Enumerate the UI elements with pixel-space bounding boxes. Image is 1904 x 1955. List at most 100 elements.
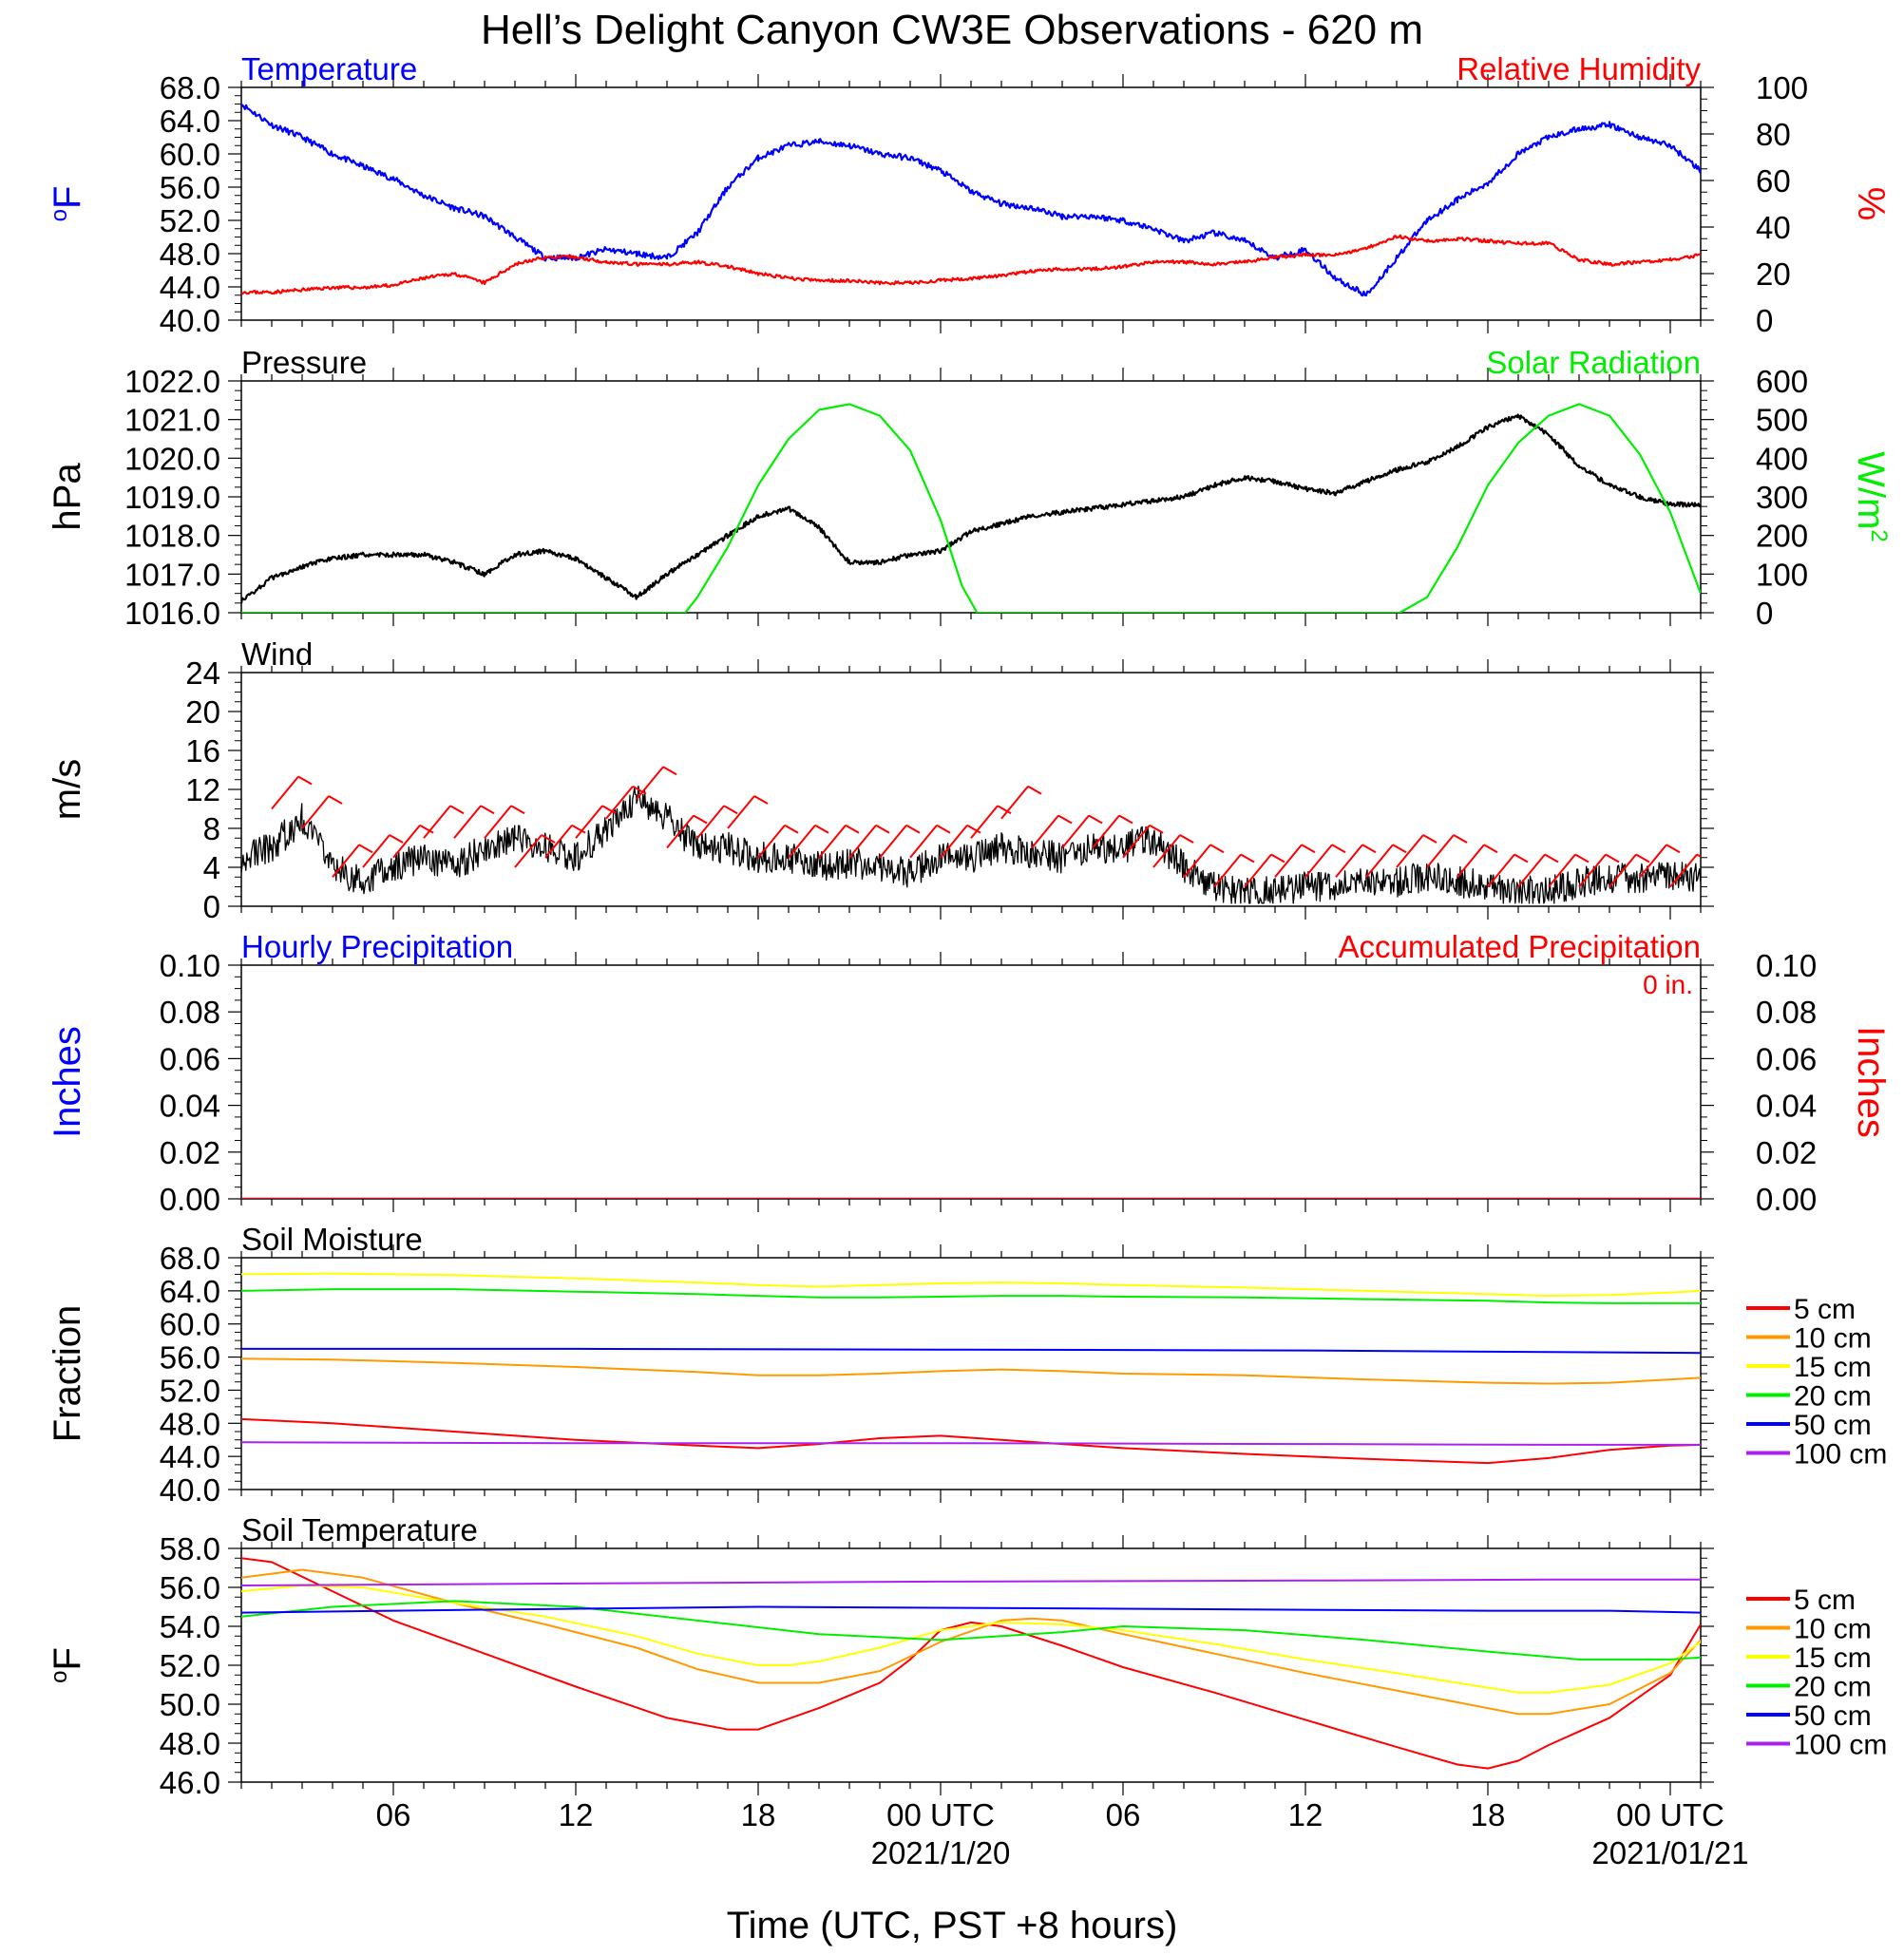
y-tick-label: 20 bbox=[185, 694, 220, 730]
series-group bbox=[241, 766, 1701, 904]
wind-barb-flag bbox=[966, 824, 981, 834]
wind-barb-flag bbox=[297, 775, 313, 786]
x-tick-label: 00 UTC bbox=[886, 1797, 995, 1832]
y-tick-label: 58.0 bbox=[160, 1531, 220, 1566]
series-line-10-cm bbox=[241, 1357, 1701, 1385]
series-line-relative-humidity bbox=[241, 234, 1701, 295]
x-date-label: 2021/01/21 bbox=[1591, 1835, 1748, 1870]
wind-barb-flag bbox=[1483, 844, 1498, 854]
wind-barb bbox=[423, 805, 451, 839]
wind-barb bbox=[1609, 853, 1637, 888]
panel-title-relative-humidity: Relative Humidity bbox=[1457, 51, 1701, 86]
legend-label: 5 cm bbox=[1794, 1294, 1856, 1325]
y-right-tick-label: 500 bbox=[1756, 403, 1808, 438]
y-tick-label: 0.08 bbox=[160, 995, 220, 1030]
y-tick-label: 46.0 bbox=[160, 1765, 220, 1800]
wind-barb-flag bbox=[1301, 844, 1316, 854]
wind-barb bbox=[453, 805, 482, 839]
series-line-100-cm bbox=[241, 1578, 1701, 1586]
wind-barb bbox=[1000, 786, 1029, 820]
series-line-solar-radiation bbox=[241, 403, 1701, 613]
y-tick-label: 60.0 bbox=[160, 137, 220, 172]
wind-barb bbox=[1274, 844, 1303, 878]
wind-barb bbox=[696, 805, 725, 839]
wind-barb-flag bbox=[1544, 853, 1559, 864]
panels: 40.044.048.052.056.060.064.068.002040608… bbox=[47, 51, 1892, 1800]
y-right-tick-label: 400 bbox=[1756, 441, 1808, 476]
wind-barb bbox=[1183, 844, 1211, 878]
wind-barb-flag bbox=[480, 805, 495, 815]
legend-label: 50 cm bbox=[1794, 1410, 1872, 1441]
y-axis-label-left: m/s bbox=[47, 759, 88, 820]
y-right-tick-label: 200 bbox=[1756, 519, 1808, 554]
y-right-tick-label: 0.02 bbox=[1756, 1135, 1817, 1170]
wind-barb-flag bbox=[1574, 853, 1590, 864]
panel-title-solar-radiation: Solar Radiation bbox=[1486, 345, 1701, 380]
wind-barb-flag bbox=[1422, 834, 1438, 844]
series-line-temperature bbox=[241, 104, 1701, 297]
series-line-pressure bbox=[241, 413, 1701, 604]
y-right-tick-label: 0.08 bbox=[1756, 995, 1817, 1030]
legend-label: 50 cm bbox=[1794, 1700, 1872, 1732]
wind-barb-flag bbox=[449, 805, 465, 815]
y-right-tick-label: 20 bbox=[1756, 256, 1791, 292]
wind-barb-flag bbox=[1027, 785, 1042, 795]
wind-barb bbox=[332, 844, 360, 878]
y-right-tick-label: 0.06 bbox=[1756, 1041, 1817, 1076]
accumulated-total-label: 0 in. bbox=[1643, 970, 1693, 999]
wind-barb bbox=[1517, 853, 1546, 888]
x-tick-label: 18 bbox=[1471, 1797, 1506, 1832]
series-group bbox=[241, 1272, 1701, 1465]
wind-barb bbox=[970, 805, 999, 839]
legend-label: 20 cm bbox=[1794, 1672, 1872, 1703]
wind-barb-flag bbox=[723, 805, 738, 815]
wind-barb-flag bbox=[662, 766, 677, 776]
y-axis-label-right: % bbox=[1850, 187, 1892, 221]
wind-barb bbox=[544, 825, 573, 859]
panel-frame bbox=[240, 964, 1702, 1200]
y-tick-label: 44.0 bbox=[160, 270, 220, 305]
wind-barb-flag bbox=[784, 824, 799, 834]
wind-barb bbox=[1426, 834, 1455, 868]
y-tick-label: 8 bbox=[203, 811, 220, 846]
y-tick-label: 54.0 bbox=[160, 1609, 220, 1644]
wind-barb bbox=[575, 805, 603, 839]
wind-barb bbox=[1213, 853, 1242, 888]
wind-barb-flag bbox=[1392, 844, 1407, 854]
y-tick-label: 48.0 bbox=[160, 237, 220, 272]
legend-label: 10 cm bbox=[1794, 1323, 1872, 1355]
y-right-tick-label: 0.10 bbox=[1756, 948, 1817, 983]
wind-barb bbox=[1244, 853, 1272, 888]
wind-barb-flag bbox=[601, 805, 617, 815]
y-tick-label: 40.0 bbox=[160, 1472, 220, 1508]
panel-title-soil-temperature: Soil Temperature bbox=[241, 1512, 478, 1547]
wind-barb-flag bbox=[1635, 853, 1650, 864]
y-tick-label: 68.0 bbox=[160, 1241, 220, 1276]
wind-barb bbox=[1639, 844, 1667, 878]
wind-barb-flag bbox=[1666, 844, 1681, 854]
y-tick-label: 52.0 bbox=[160, 1648, 220, 1683]
series-line-5-cm bbox=[241, 1417, 1701, 1465]
y-tick-label: 0.06 bbox=[160, 1041, 220, 1076]
legend-label: 100 cm bbox=[1794, 1439, 1887, 1471]
legend-label: 20 cm bbox=[1794, 1381, 1872, 1413]
series-group bbox=[241, 403, 1701, 613]
wind-barb bbox=[818, 825, 847, 859]
wind-barb bbox=[1335, 844, 1363, 878]
y-right-tick-label: 0.00 bbox=[1756, 1182, 1817, 1217]
series-group bbox=[241, 1557, 1701, 1770]
wind-barb bbox=[1487, 853, 1515, 888]
panel-temperature-humidity: 40.044.048.052.056.060.064.068.0 0 20 40 60 8… bbox=[47, 51, 1892, 338]
series-line-15-cm bbox=[241, 1585, 1701, 1694]
x-tick-label: 12 bbox=[559, 1797, 594, 1832]
y-axis-label-left: Fraction bbox=[47, 1305, 88, 1443]
y-tick-label: 52.0 bbox=[160, 1373, 220, 1408]
wind-barb bbox=[1061, 814, 1090, 849]
x-tick-label: 00 UTC bbox=[1616, 1797, 1724, 1832]
wind-barb-flag bbox=[1270, 853, 1285, 864]
panel-soil-temperature: 46.0 48.0 50.0 52.0 54.0 56.0 58.0 Soil Tempera… bbox=[47, 1512, 1887, 1800]
y-tick-label: 48.0 bbox=[160, 1726, 220, 1761]
y-tick-label: 64.0 bbox=[160, 1274, 220, 1309]
wind-barb-flag bbox=[510, 805, 525, 815]
